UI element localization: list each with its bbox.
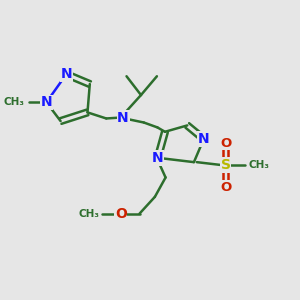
Text: S: S [221,158,231,172]
Text: N: N [61,67,72,81]
Text: N: N [117,111,129,124]
Text: CH₃: CH₃ [78,208,99,219]
Text: O: O [220,181,231,194]
Text: N: N [152,151,164,165]
Text: O: O [115,207,127,220]
Text: CH₃: CH₃ [249,160,270,170]
Text: CH₃: CH₃ [4,97,25,107]
Text: N: N [198,132,210,146]
Text: O: O [220,136,231,150]
Text: N: N [40,95,52,109]
